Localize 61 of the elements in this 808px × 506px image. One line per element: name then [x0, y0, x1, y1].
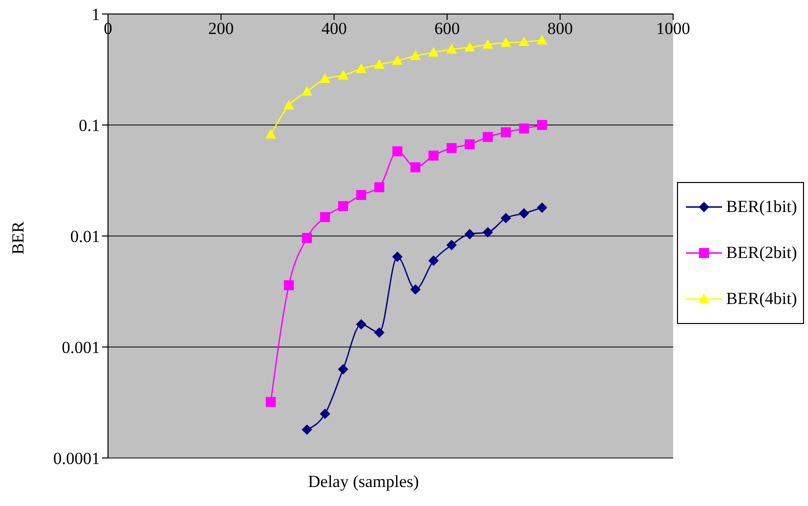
point — [320, 74, 330, 84]
point — [482, 227, 493, 238]
x-tick-label: 200 — [208, 19, 234, 38]
point — [302, 424, 312, 435]
y-tick-label: 1 — [92, 5, 100, 24]
point — [446, 143, 457, 154]
point — [392, 146, 402, 156]
point — [537, 120, 548, 130]
legend-label: BER(1bit) — [726, 197, 797, 217]
point — [500, 213, 511, 224]
point — [392, 252, 402, 262]
point — [537, 35, 548, 44]
point — [374, 60, 384, 69]
x-axis-title: Delay (samples) — [308, 472, 419, 492]
point — [302, 232, 312, 243]
point — [518, 208, 529, 218]
x-tick-label: 400 — [321, 19, 347, 38]
point — [374, 328, 384, 338]
point — [284, 100, 294, 110]
point — [266, 396, 276, 407]
point — [518, 124, 529, 134]
point — [464, 42, 475, 52]
point — [428, 256, 439, 266]
point — [320, 408, 330, 419]
point — [266, 130, 276, 139]
point — [356, 64, 366, 74]
y-axis-title: BER — [8, 221, 29, 255]
point — [356, 319, 366, 330]
legend-label: BER(4bit) — [726, 289, 797, 309]
point — [518, 36, 529, 46]
point — [446, 44, 457, 54]
x-tick-label: 1000 — [656, 19, 690, 38]
point — [302, 86, 312, 96]
point — [284, 280, 294, 290]
point — [482, 40, 493, 49]
point — [500, 127, 511, 138]
point — [428, 150, 439, 161]
y-tick-label: 0.1 — [78, 116, 100, 136]
point — [464, 229, 475, 240]
point — [374, 182, 384, 192]
point — [500, 38, 511, 47]
point — [392, 56, 402, 65]
y-tick-label: 0.0001 — [53, 449, 100, 468]
y-tick-label: 0.01 — [70, 227, 100, 246]
point — [338, 364, 348, 374]
point — [464, 139, 475, 150]
point — [320, 212, 330, 222]
legend-label: BER(2bit) — [726, 243, 797, 263]
x-tick-label: 600 — [434, 19, 460, 38]
point — [482, 132, 493, 142]
point — [428, 47, 439, 57]
point — [446, 240, 457, 250]
point — [410, 162, 420, 172]
x-tick-label: 800 — [547, 19, 573, 38]
y-tick-label: 0.001 — [62, 338, 100, 358]
point — [410, 284, 420, 294]
point — [338, 201, 348, 212]
point — [410, 50, 420, 60]
point — [338, 70, 348, 80]
point — [537, 202, 548, 213]
point — [356, 190, 366, 200]
